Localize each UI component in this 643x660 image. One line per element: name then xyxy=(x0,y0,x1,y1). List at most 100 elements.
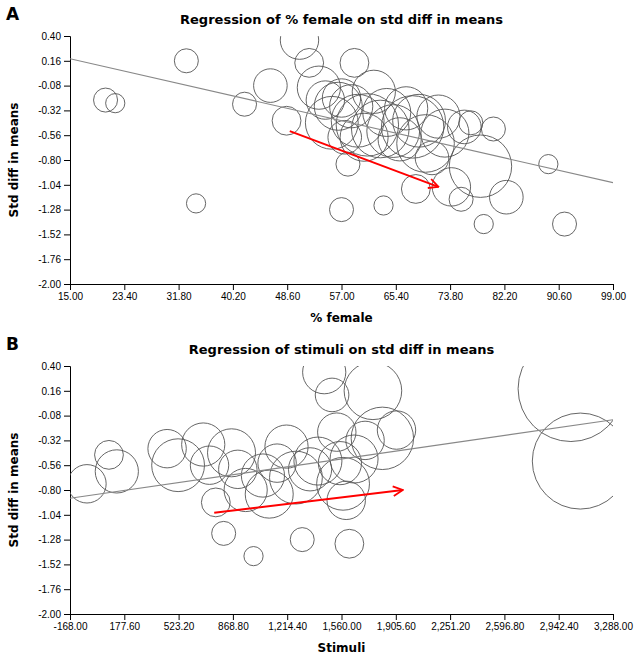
bubble xyxy=(270,451,323,504)
y-tick-label: -1.76 xyxy=(38,584,61,595)
plot-area: 15.0023.4031.8040.2048.6057.0065.4073.80… xyxy=(38,21,626,302)
x-tick-mark xyxy=(450,284,451,290)
bubble xyxy=(254,69,288,103)
y-tick: -1.28 xyxy=(38,534,70,545)
y-axis: 0.400.16-0.08-0.32-0.56-0.80-1.04-1.28-1… xyxy=(38,31,70,290)
y-tick-mark xyxy=(64,160,70,161)
x-tick-mark xyxy=(124,614,125,620)
x-tick: 2,596.80 xyxy=(485,614,524,632)
x-tick-label: 57.00 xyxy=(329,291,354,302)
y-tick: 0.16 xyxy=(42,56,70,67)
y-tick: -0.08 xyxy=(38,410,70,421)
x-tick-mark xyxy=(450,614,451,620)
x-tick: 523.20 xyxy=(164,614,195,632)
x-tick: 31.80 xyxy=(167,284,192,302)
bubble xyxy=(532,413,613,509)
y-axis-line xyxy=(64,367,71,615)
bubble xyxy=(474,214,493,233)
panel: -168.00177.60523.20868.801,214.401,560.0… xyxy=(6,334,633,655)
y-tick-mark xyxy=(64,515,70,516)
y-tick-mark xyxy=(64,391,70,392)
bubble xyxy=(340,48,369,77)
x-tick-label: 1,905.60 xyxy=(377,621,416,632)
bubble xyxy=(393,94,446,147)
x-tick-label: 15.00 xyxy=(58,291,83,302)
y-tick: -1.28 xyxy=(38,204,70,215)
bubble xyxy=(328,120,362,154)
x-axis-title: % female xyxy=(310,311,372,325)
y-tick-mark xyxy=(64,540,70,541)
bubble xyxy=(148,429,186,467)
x-tick: 23.40 xyxy=(112,284,137,302)
y-tick-mark xyxy=(64,259,70,260)
x-tick-mark xyxy=(124,284,125,290)
y-tick: -0.56 xyxy=(38,460,70,471)
y-tick-label: -0.80 xyxy=(38,485,61,496)
x-tick-mark xyxy=(504,614,505,620)
y-tick-mark xyxy=(64,284,70,285)
panel-label: B xyxy=(6,334,19,354)
y-tick-label: -2.00 xyxy=(38,609,61,620)
y-tick: -2.00 xyxy=(38,279,70,290)
y-tick: -0.56 xyxy=(38,130,70,141)
x-tick-label: 40.20 xyxy=(221,291,246,302)
x-tick: 1,905.60 xyxy=(377,614,416,632)
y-tick: -0.32 xyxy=(38,105,70,116)
y-tick: -0.08 xyxy=(38,80,70,91)
bubble xyxy=(374,196,393,215)
y-tick-label: 0.40 xyxy=(42,361,62,372)
x-tick: 73.80 xyxy=(438,284,463,302)
x-tick-mark xyxy=(287,614,288,620)
x-tick-label: 23.40 xyxy=(112,291,137,302)
bubble xyxy=(381,96,443,158)
y-tick-mark xyxy=(64,234,70,235)
x-tick-label: 2,942.40 xyxy=(540,621,579,632)
x-tick: 2,251.20 xyxy=(431,614,470,632)
bubble xyxy=(378,118,421,161)
x-tick: 2,942.40 xyxy=(540,614,579,632)
y-tick-mark xyxy=(64,366,70,367)
x-tick-mark xyxy=(559,614,560,620)
arrow xyxy=(214,490,403,513)
x-tick-label: 82.20 xyxy=(492,291,517,302)
x-tick-label: 2,251.20 xyxy=(431,621,470,632)
x-tick-label: 177.60 xyxy=(110,621,141,632)
y-tick-label: -1.28 xyxy=(38,534,61,545)
x-tick-mark xyxy=(613,614,614,620)
y-tick-label: -2.00 xyxy=(38,279,61,290)
x-tick: 82.20 xyxy=(492,284,517,302)
x-tick-label: 3,288.00 xyxy=(594,621,633,632)
bubble xyxy=(106,94,125,113)
bubble xyxy=(417,95,460,138)
y-tick-mark xyxy=(64,564,70,565)
y-tick: -1.76 xyxy=(38,584,70,595)
x-tick: 868.80 xyxy=(218,614,249,632)
y-tick-label: -0.56 xyxy=(38,130,61,141)
bubbles xyxy=(70,366,613,566)
x-tick-label: 1,214.40 xyxy=(268,621,307,632)
bubble xyxy=(295,48,324,77)
bubble xyxy=(186,194,205,213)
bubble xyxy=(280,36,318,59)
x-tick: 15.00 xyxy=(58,284,83,302)
x-axis-line xyxy=(71,285,614,291)
bubble xyxy=(265,425,308,468)
y-tick: -1.76 xyxy=(38,254,70,265)
x-tick: 1,560.00 xyxy=(323,614,362,632)
y-tick: -2.00 xyxy=(38,609,70,620)
chart-title: Regression of stimuli on std diff in mea… xyxy=(189,342,495,357)
bubble xyxy=(481,117,505,141)
bubble xyxy=(315,378,349,412)
bubble xyxy=(518,366,613,442)
x-tick-label: 73.80 xyxy=(438,291,463,302)
x-tick-label: 31.80 xyxy=(167,291,192,302)
bubble xyxy=(539,155,558,174)
chart-root: 15.0023.4031.8040.2048.6057.0065.4073.80… xyxy=(0,0,643,660)
marks xyxy=(70,36,613,236)
y-tick-label: -0.80 xyxy=(38,155,61,166)
bubble xyxy=(421,109,469,157)
y-tick: -0.80 xyxy=(38,485,70,496)
x-tick-mark xyxy=(233,614,234,620)
x-tick: 40.20 xyxy=(221,284,246,302)
x-tick-label: 1,560.00 xyxy=(323,621,362,632)
